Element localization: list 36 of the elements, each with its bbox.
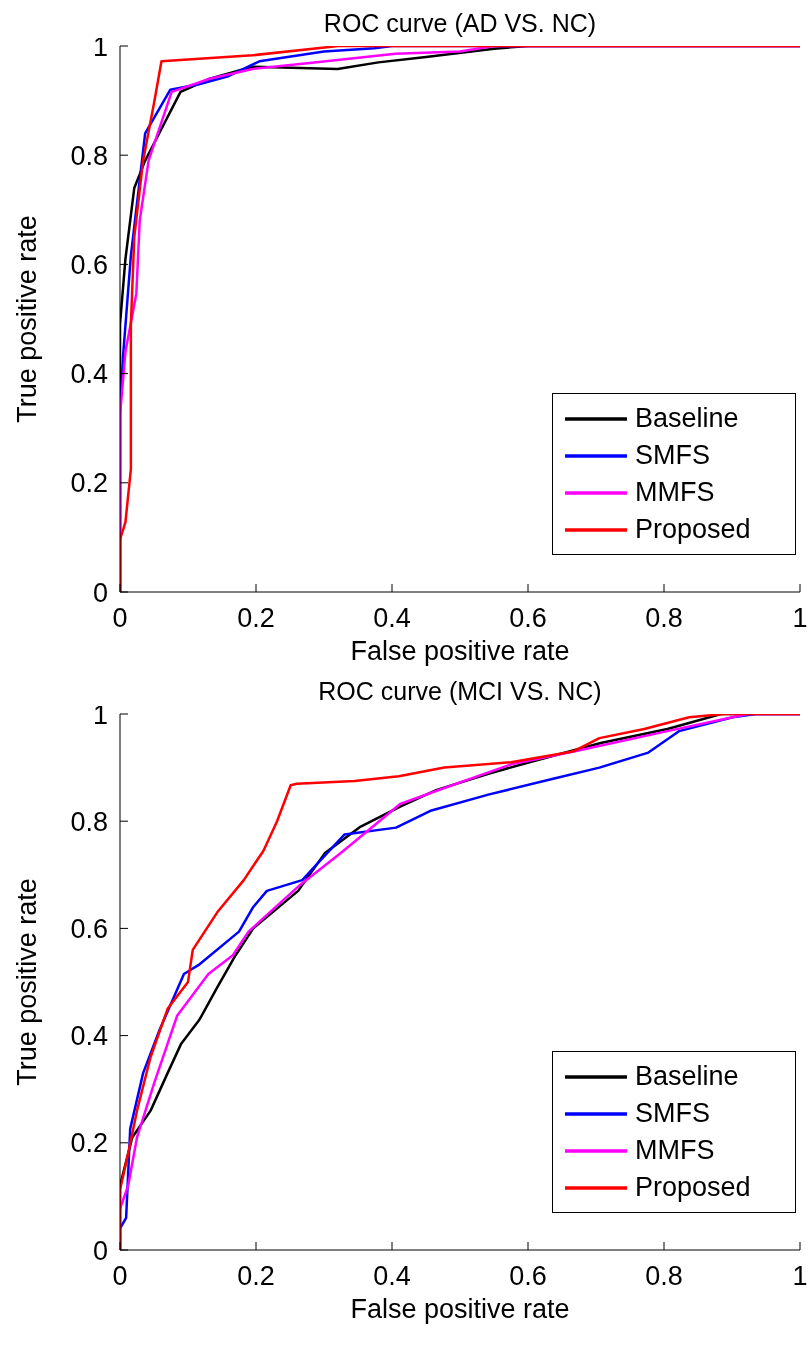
y-tick-label: 0 — [92, 577, 108, 608]
x-tick-label: 0.6 — [509, 603, 547, 634]
chart-title: ROC curve (MCI VS. NC) — [318, 677, 602, 705]
x-tick-label: 1 — [792, 603, 808, 634]
x-tick-label: 0.8 — [645, 1261, 683, 1292]
y-axis-title: True positive rate — [11, 878, 42, 1086]
x-tick-label: 0.8 — [645, 603, 683, 634]
legend-label: Proposed — [635, 513, 751, 546]
x-axis-title: False positive rate — [350, 636, 570, 666]
legend-label: SMFS — [635, 1097, 711, 1130]
y-tick-label: 0 — [92, 1235, 108, 1266]
y-tick-label: 0.4 — [70, 359, 108, 390]
x-tick-label: 0.2 — [237, 1261, 275, 1292]
x-tick-label: 0 — [112, 603, 128, 634]
x-tick-label: 0.4 — [373, 1261, 411, 1292]
y-tick-label: 0.8 — [70, 806, 108, 837]
y-tick-label: 0.6 — [70, 913, 108, 944]
x-tick-label: 0 — [112, 1261, 128, 1292]
legend-label: Baseline — [635, 1060, 739, 1093]
chart-title: ROC curve (AD VS. NC) — [323, 9, 597, 37]
y-tick-label: 0.2 — [70, 1128, 108, 1159]
legend-label: MMFS — [635, 476, 715, 509]
legend-label: Baseline — [635, 402, 739, 435]
y-axis-title: True positive rate — [11, 215, 42, 423]
x-tick-label: 0.4 — [373, 603, 411, 634]
y-tick-label: 0.4 — [70, 1021, 108, 1052]
y-tick-label: 0.8 — [70, 140, 108, 171]
legend-label: MMFS — [635, 1134, 715, 1167]
x-tick-label: 1 — [792, 1261, 808, 1292]
x-tick-label: 0.6 — [509, 1261, 547, 1292]
y-tick-label: 0.2 — [70, 468, 108, 499]
legend-label: SMFS — [635, 439, 711, 472]
x-tick-label: 0.2 — [237, 603, 275, 634]
y-tick-label: 0.6 — [70, 249, 108, 280]
legend-label: Proposed — [635, 1171, 751, 1204]
x-axis-title: False positive rate — [350, 1294, 570, 1324]
